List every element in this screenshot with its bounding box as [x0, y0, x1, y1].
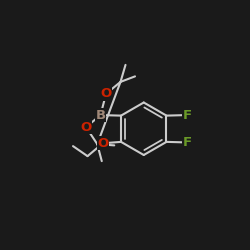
Text: O: O: [80, 121, 92, 134]
Text: O: O: [100, 88, 112, 100]
Text: F: F: [182, 108, 192, 122]
Text: O: O: [98, 136, 109, 149]
Text: F: F: [182, 136, 192, 149]
Text: B: B: [96, 108, 106, 122]
